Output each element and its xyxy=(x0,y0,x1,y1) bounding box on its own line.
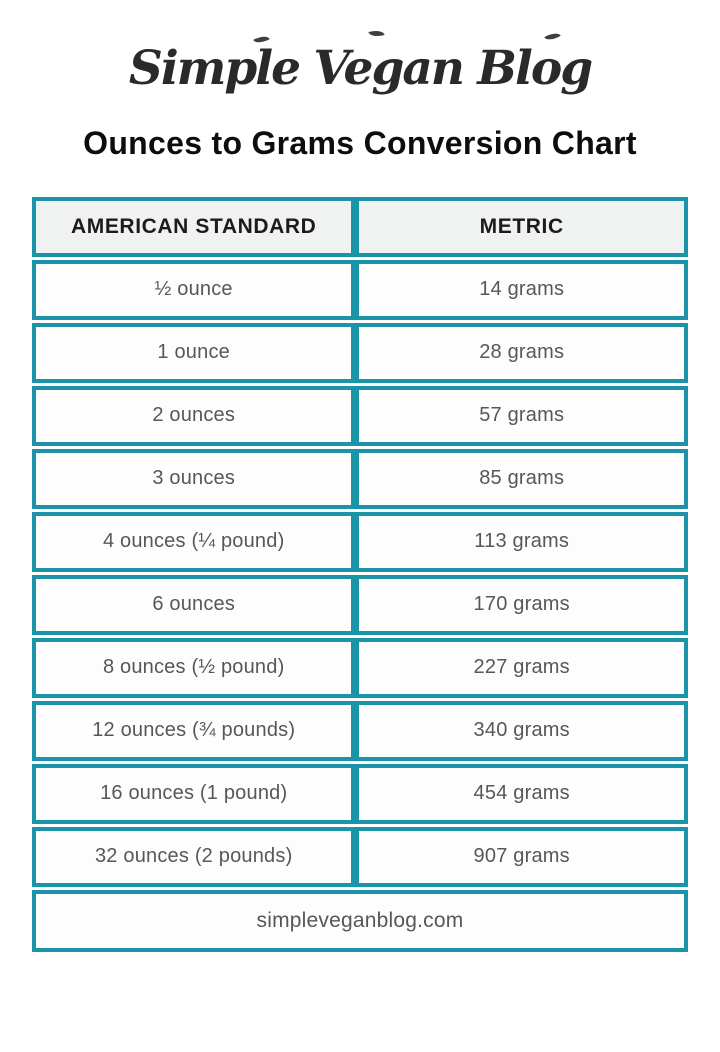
table-row: 4 ounces (¼ pound) 113 grams xyxy=(32,511,688,572)
header-row: AMERICAN STANDARD METRIC xyxy=(32,196,688,257)
site-logo: Simple Vegan Blog xyxy=(128,28,593,105)
cell-american-standard: 12 ounces (¾ pounds) xyxy=(32,700,356,761)
cell-american-standard: 2 ounces xyxy=(32,385,356,446)
cell-american-standard: 32 ounces (2 pounds) xyxy=(32,826,356,887)
table-row: 16 ounces (1 pound) 454 grams xyxy=(32,763,688,824)
cell-metric: 907 grams xyxy=(355,826,688,887)
cell-american-standard: 3 ounces xyxy=(32,448,356,509)
cell-american-standard: 4 ounces (¼ pound) xyxy=(32,511,356,572)
column-header-american-standard: AMERICAN STANDARD xyxy=(32,196,356,257)
cell-metric: 28 grams xyxy=(355,322,688,383)
cell-metric: 113 grams xyxy=(355,511,688,572)
table-row: 3 ounces 85 grams xyxy=(32,448,688,509)
table-row: 32 ounces (2 pounds) 907 grams xyxy=(32,826,688,887)
site-logo-text: Simple Vegan Blog xyxy=(128,41,593,96)
table-row: 2 ounces 57 grams xyxy=(32,385,688,446)
page-title: Ounces to Grams Conversion Chart xyxy=(83,124,637,161)
table-row: 12 ounces (¾ pounds) 340 grams xyxy=(32,700,688,761)
footer-row: simpleveganblog.com xyxy=(32,889,688,952)
cell-american-standard: 16 ounces (1 pound) xyxy=(32,763,356,824)
table-header: AMERICAN STANDARD METRIC xyxy=(32,196,688,257)
cell-american-standard: 6 ounces xyxy=(32,574,356,635)
table-row: ½ ounce 14 grams xyxy=(32,259,688,320)
table-row: 1 ounce 28 grams xyxy=(32,322,688,383)
cell-metric: 454 grams xyxy=(355,763,688,824)
cell-metric: 227 grams xyxy=(355,637,688,698)
cell-metric: 14 grams xyxy=(355,259,688,320)
conversion-table: AMERICAN STANDARD METRIC ½ ounce 14 grams… xyxy=(32,194,688,955)
table-row: 6 ounces 170 grams xyxy=(32,574,688,635)
table-row: 8 ounces (½ pound) 227 grams xyxy=(32,637,688,698)
cell-metric: 340 grams xyxy=(355,700,688,761)
cell-metric: 170 grams xyxy=(355,574,688,635)
cell-metric: 57 grams xyxy=(355,385,688,446)
leaf-icon xyxy=(368,28,385,39)
site-url: simpleveganblog.com xyxy=(32,889,688,952)
logo-container: Simple Vegan Blog xyxy=(0,28,720,105)
cell-metric: 85 grams xyxy=(355,448,688,509)
column-header-metric: METRIC xyxy=(355,196,688,257)
cell-american-standard: ½ ounce xyxy=(32,259,356,320)
cell-american-standard: 1 ounce xyxy=(32,322,356,383)
table-footer: simpleveganblog.com xyxy=(32,889,688,952)
table-body: ½ ounce 14 grams 1 ounce 28 grams 2 ounces 57… xyxy=(32,259,688,887)
cell-american-standard: 8 ounces (½ pound) xyxy=(32,637,356,698)
